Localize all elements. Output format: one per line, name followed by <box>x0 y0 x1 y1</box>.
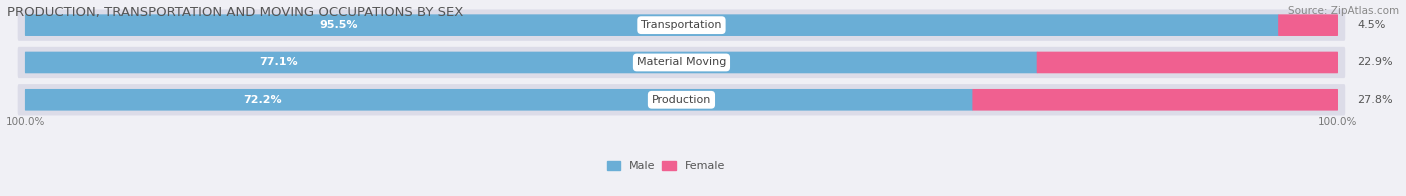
Text: Material Moving: Material Moving <box>637 57 725 67</box>
FancyBboxPatch shape <box>18 47 1346 78</box>
FancyBboxPatch shape <box>25 14 1279 36</box>
Text: Source: ZipAtlas.com: Source: ZipAtlas.com <box>1288 6 1399 16</box>
Text: 72.2%: 72.2% <box>243 95 281 105</box>
FancyBboxPatch shape <box>25 52 1038 73</box>
FancyBboxPatch shape <box>18 84 1346 115</box>
Text: 100.0%: 100.0% <box>1317 117 1357 127</box>
Text: 22.9%: 22.9% <box>1357 57 1393 67</box>
Text: Transportation: Transportation <box>641 20 721 30</box>
Text: 95.5%: 95.5% <box>319 20 359 30</box>
Text: 100.0%: 100.0% <box>6 117 45 127</box>
Text: 27.8%: 27.8% <box>1357 95 1393 105</box>
FancyBboxPatch shape <box>18 9 1346 41</box>
Legend: Male, Female: Male, Female <box>603 157 730 176</box>
FancyBboxPatch shape <box>1278 14 1339 36</box>
Text: 77.1%: 77.1% <box>259 57 298 67</box>
FancyBboxPatch shape <box>25 89 973 111</box>
FancyBboxPatch shape <box>1036 52 1339 73</box>
FancyBboxPatch shape <box>973 89 1339 111</box>
Text: PRODUCTION, TRANSPORTATION AND MOVING OCCUPATIONS BY SEX: PRODUCTION, TRANSPORTATION AND MOVING OC… <box>7 6 464 19</box>
Text: Production: Production <box>652 95 711 105</box>
Text: 4.5%: 4.5% <box>1357 20 1386 30</box>
